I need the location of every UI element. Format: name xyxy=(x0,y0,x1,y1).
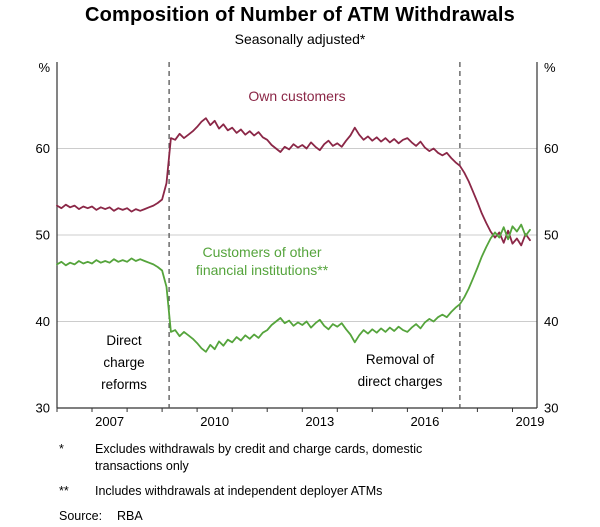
x-tick-label: 2016 xyxy=(410,414,439,429)
y-tick-label-left: 60 xyxy=(36,141,50,156)
footnote-2-marker: ** xyxy=(59,483,69,498)
y-tick-label-right: 60 xyxy=(544,141,558,156)
y-tick-label-right: 40 xyxy=(544,314,558,329)
footnote-1: * Excludes withdrawals by credit and cha… xyxy=(59,441,579,475)
y-tick-label-right: 30 xyxy=(544,401,558,416)
series-label-own-customers: Own customers xyxy=(197,88,397,104)
annotation-reforms-line3: reforms xyxy=(101,377,147,392)
y-unit-left: % xyxy=(38,60,50,75)
series-label-other-fi: Customers of other financial institution… xyxy=(162,243,362,279)
y-tick-label-right: 50 xyxy=(544,228,558,243)
footnote-2-text: Includes withdrawals at independent depl… xyxy=(95,483,383,498)
series-label-own-customers-text: Own customers xyxy=(248,88,346,104)
y-tick-label-left: 40 xyxy=(36,314,50,329)
annotation-removal-line1: Removal of xyxy=(365,352,435,367)
footnote-1-marker: * xyxy=(59,442,64,456)
annotation-direct-charge-reforms: Direct charge reforms xyxy=(64,330,184,396)
series-line-own-customers xyxy=(56,117,531,247)
y-tick-label-left: 50 xyxy=(36,228,50,243)
x-tick-label: 2007 xyxy=(95,414,124,429)
annotation-reforms-line1: Direct xyxy=(106,333,142,348)
chart-subtitle: Seasonally adjusted* xyxy=(234,31,366,47)
source-label: Source: xyxy=(59,508,103,523)
footnote-1-text: Excludes withdrawals by credit and charg… xyxy=(95,442,423,473)
chart-title: Composition of Number of ATM Withdrawals xyxy=(84,4,516,26)
series-label-other-fi-line2: financial institutions** xyxy=(195,262,329,278)
series-line-other-fi xyxy=(56,223,531,353)
annotation-removal-direct-charges: Removal of direct charges xyxy=(312,349,488,393)
footnotes: * Excludes withdrawals by credit and cha… xyxy=(59,441,579,527)
y-unit-right: % xyxy=(544,60,556,75)
footnote-2: ** Includes withdrawals at independent d… xyxy=(59,483,579,500)
x-tick-label: 2013 xyxy=(305,414,334,429)
y-tick-label-left: 30 xyxy=(36,401,50,416)
annotation-reforms-line2: charge xyxy=(103,355,145,370)
x-tick-label: 2010 xyxy=(200,414,229,429)
series-label-other-fi-line1: Customers of other xyxy=(202,244,322,260)
x-tick-label: 2019 xyxy=(516,414,545,429)
source-note: Source: RBA xyxy=(59,508,579,525)
annotation-removal-line2: direct charges xyxy=(357,374,443,389)
source-value: RBA xyxy=(117,508,143,523)
